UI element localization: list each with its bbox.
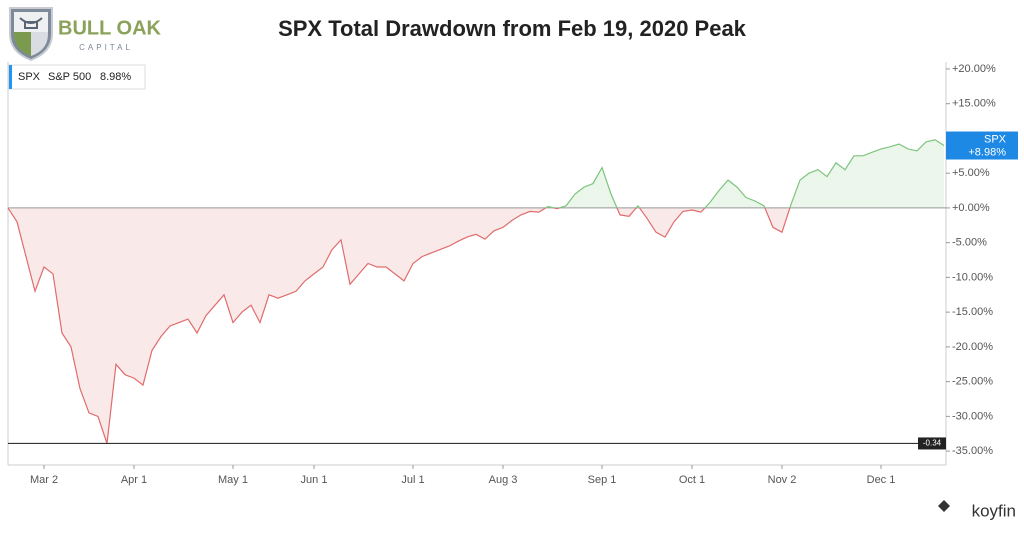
brand-logo <box>9 7 53 62</box>
legend-value: 8.98% <box>100 71 131 83</box>
footer-icon <box>938 500 950 512</box>
y-tick-label: -20.00% <box>952 341 993 353</box>
y-tick-label: -25.00% <box>952 376 993 388</box>
x-tick-label: Jul 1 <box>401 474 424 486</box>
min-label: -0.34 <box>923 439 942 448</box>
brand-name: BULL OAK <box>58 17 162 39</box>
y-tick-label: +0.00% <box>952 202 990 214</box>
brand-sub: CAPITAL <box>79 43 133 52</box>
x-tick-label: Aug 3 <box>489 474 518 486</box>
y-tick-label: -30.00% <box>952 410 993 422</box>
y-tick-label: +20.00% <box>952 63 996 75</box>
x-tick-label: Nov 2 <box>768 474 797 486</box>
legend-name: S&P 500 <box>48 71 91 83</box>
last-tag-label: +8.98% <box>968 146 1006 158</box>
y-tick-label: -10.00% <box>952 271 993 283</box>
x-tick-label: Oct 1 <box>679 474 705 486</box>
line <box>7 139 945 444</box>
chart-title: SPX Total Drawdown from Feb 19, 2020 Pea… <box>278 16 747 41</box>
x-tick-label: May 1 <box>218 474 248 486</box>
last-tag <box>946 131 1018 160</box>
min-tag <box>918 437 946 450</box>
last-tag-ticker: SPX <box>984 133 1007 145</box>
y-tick-label: -5.00% <box>952 237 987 249</box>
y-tick-label: +5.00% <box>952 167 990 179</box>
x-tick-label: Mar 2 <box>30 474 58 486</box>
x-tick-label: Dec 1 <box>867 474 896 486</box>
legend: SPX S&P 500 8.98% <box>8 64 146 90</box>
y-tick-label: -15.00% <box>952 306 993 318</box>
legend-ticker: SPX <box>18 71 41 83</box>
x-tick-label: Sep 1 <box>588 474 617 486</box>
y-tick-label: +15.00% <box>952 98 996 110</box>
y-tick-label: -35.00% <box>952 445 993 457</box>
area <box>8 139 944 444</box>
x-tick-label: Jun 1 <box>301 474 328 486</box>
x-tick-label: Apr 1 <box>121 474 147 486</box>
footer-brand: koyfin <box>972 501 1016 520</box>
